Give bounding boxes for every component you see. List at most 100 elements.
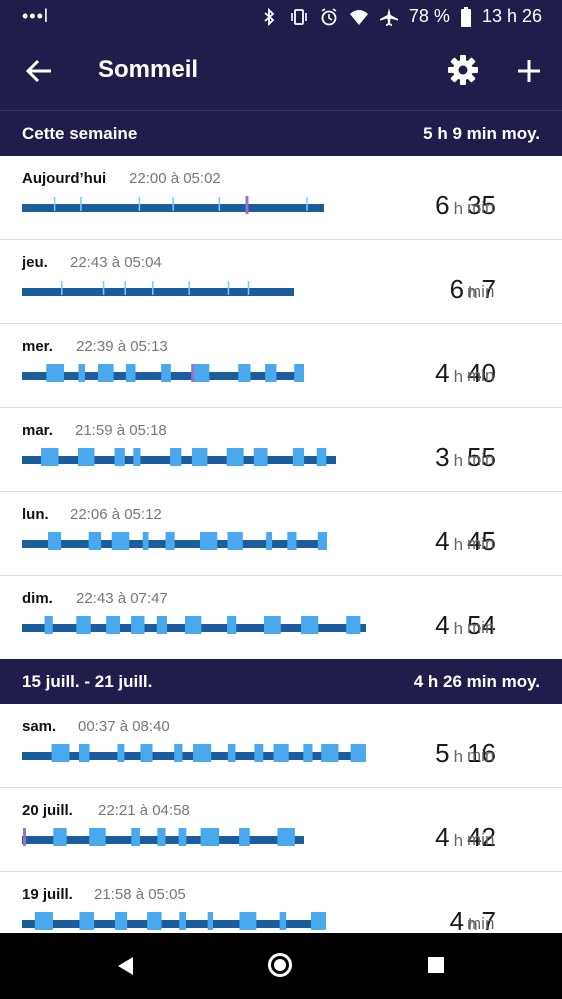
- day-label: Aujourd’hui: [22, 170, 107, 187]
- bar-segment: [346, 616, 361, 634]
- minutes-unit: min: [467, 534, 495, 553]
- week-average: 4 h 26 min moy.: [413, 672, 540, 691]
- nav-back-icon[interactable]: [115, 955, 135, 977]
- sleep-stage-bar: [22, 448, 336, 466]
- bar-segment: [306, 197, 308, 211]
- page-title: Sommeil: [98, 56, 199, 83]
- week-label: Cette semaine: [22, 124, 138, 143]
- sleep-log-row[interactable]: Aujourd’hui 22:00 à 05:02 6 h 35 min: [0, 156, 562, 240]
- bar-segment: [131, 616, 145, 634]
- add-icon[interactable]: [514, 56, 544, 86]
- minutes-unit: min: [467, 830, 495, 849]
- bar-segment: [227, 744, 236, 762]
- day-label: 19 juill.: [22, 886, 73, 903]
- battery-icon: [460, 6, 471, 27]
- time-range: 21:59 à 05:18: [75, 422, 167, 439]
- nav-recents-icon[interactable]: [428, 957, 444, 973]
- bar-segment: [227, 616, 237, 634]
- minutes-unit: min: [467, 450, 495, 469]
- system-nav-bar: [0, 933, 562, 999]
- bar-segment: [279, 912, 287, 930]
- sleep-log-row[interactable]: mer. 22:39 à 05:13 4 h 40 min: [0, 324, 562, 408]
- nav-home-icon[interactable]: [268, 953, 292, 977]
- bar-base: [22, 288, 294, 296]
- bar-segment: [178, 828, 187, 846]
- bar-segment: [287, 532, 297, 550]
- bar-segment: [172, 197, 174, 211]
- bar-segment: [111, 532, 130, 550]
- battery-percent: 78 %: [408, 6, 450, 26]
- bar-segment: [157, 828, 166, 846]
- bar-segment: [51, 744, 70, 762]
- bar-segment: [78, 364, 85, 382]
- bar-segment: [239, 912, 257, 930]
- bar-segment: [301, 616, 319, 634]
- minutes-unit: min: [467, 282, 495, 301]
- gear-icon[interactable]: [447, 54, 479, 86]
- bar-segment: [200, 828, 220, 846]
- bar-segment: [239, 828, 250, 846]
- sleep-log-row[interactable]: mar. 21:59 à 05:18 3 h 55 min: [0, 408, 562, 492]
- bar-segment: [179, 912, 186, 930]
- airplane-icon: [379, 7, 398, 26]
- sleep-log-row[interactable]: sam. 00:37 à 08:40 5 h 16 min: [0, 704, 562, 788]
- duration: 4 h 40: [435, 358, 496, 388]
- bar-segment: [48, 532, 62, 550]
- bar-segment: [114, 912, 128, 930]
- back-arrow-icon[interactable]: [24, 56, 54, 86]
- bar-segment: [151, 281, 154, 295]
- week-section-header: 15 juill. - 21 juill. 4 h 26 min moy.: [0, 658, 562, 705]
- day-label: dim.: [22, 590, 53, 607]
- bar-segment: [114, 448, 125, 466]
- sleep-stage-bar: [22, 532, 327, 550]
- sleep-log-row[interactable]: dim. 22:43 à 07:47 4 h 54 min: [0, 576, 562, 659]
- bar-segment: [292, 448, 305, 466]
- sleep-log-row[interactable]: lun. 22:06 à 05:12 4 h 45 min: [0, 492, 562, 576]
- time-range: 22:21 à 04:58: [98, 802, 190, 819]
- time-range: 22:43 à 05:04: [70, 254, 162, 271]
- sleep-stage-bar: [22, 196, 324, 214]
- bar-segment: [254, 744, 264, 762]
- sleep-stage-bar: [22, 616, 366, 634]
- bar-segment: [102, 281, 105, 295]
- status-icons: 78 % 13 h 26: [259, 6, 542, 27]
- app-bar: Sommeil: [0, 34, 562, 110]
- bar-segment: [191, 448, 208, 466]
- bar-segment: [303, 744, 313, 762]
- bar-segment: [53, 828, 67, 846]
- wifi-icon: [349, 9, 368, 25]
- signal-indicator: •••l: [22, 6, 49, 26]
- sleep-log-row[interactable]: 20 juill. 22:21 à 04:58 4 h 42 min: [0, 788, 562, 872]
- bar-segment: [192, 364, 210, 382]
- minutes-unit: min: [467, 366, 495, 385]
- bar-segment: [34, 912, 53, 930]
- bar-segment: [124, 281, 127, 295]
- sleep-stage-bar: [22, 828, 304, 846]
- bar-segment: [227, 532, 243, 550]
- bar-marker: [191, 364, 195, 382]
- clock: 13 h 26: [481, 6, 542, 26]
- bar-segment: [142, 532, 149, 550]
- bar-segment: [188, 281, 190, 295]
- sleep-stage-bar: [22, 281, 294, 296]
- bar-segment: [317, 532, 327, 550]
- bar-segment: [165, 532, 175, 550]
- bar-segment: [263, 616, 281, 634]
- minutes-unit: min: [467, 618, 495, 637]
- bar-segment: [125, 364, 136, 382]
- bar-segment: [44, 616, 53, 634]
- bar-segment: [321, 744, 339, 762]
- bar-segment: [265, 364, 277, 382]
- bar-segment: [41, 448, 59, 466]
- bar-segment: [294, 364, 304, 382]
- bar-segment: [147, 912, 162, 930]
- bar-segment: [97, 364, 114, 382]
- bar-segment: [53, 197, 56, 211]
- bar-segment: [226, 448, 244, 466]
- bar-segment: [266, 532, 273, 550]
- sleep-stage-bar: [22, 744, 366, 762]
- bar-segment: [316, 448, 327, 466]
- bar-segment: [78, 448, 95, 466]
